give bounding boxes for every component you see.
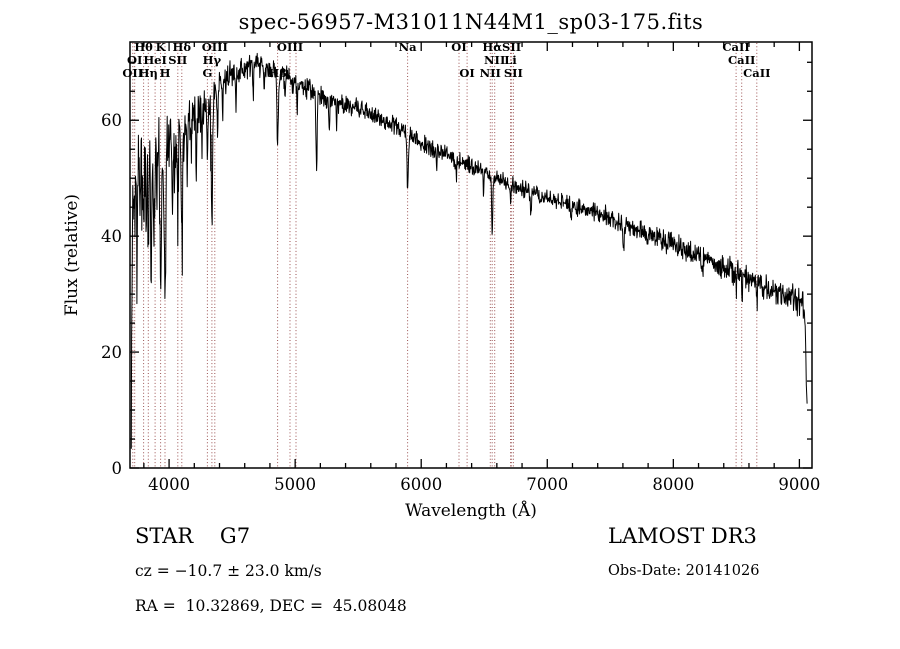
line-marker-label: OII: [122, 66, 143, 80]
line-marker-label: Hγ: [203, 53, 222, 67]
line-marker-label: CaII: [722, 40, 749, 54]
y-tick-label: 0: [112, 459, 123, 478]
x-tick-label: 8000: [652, 475, 694, 494]
line-marker-label: H: [160, 66, 171, 80]
cz-velocity-label: cz = −10.7 ± 23.0 km/s: [135, 562, 322, 580]
y-tick-label: 40: [101, 227, 122, 246]
line-marker-label: NII: [480, 66, 501, 80]
line-marker-label: HeI: [143, 53, 167, 67]
ra-dec-label: RA = 10.32869, DEC = 45.08048: [135, 597, 407, 615]
line-marker-label: OI: [127, 53, 142, 67]
line-marker-label: SII: [502, 40, 521, 54]
line-marker-label: Hθ: [134, 40, 153, 54]
survey-name-label: LAMOST DR3: [608, 524, 757, 548]
plot-frame: [129, 41, 813, 469]
line-marker-label: Li: [504, 53, 517, 67]
line-marker-label: OIII: [277, 40, 303, 54]
x-tick-label: 6000: [400, 475, 442, 494]
line-marker-label: SII: [168, 53, 187, 67]
line-marker-label: NII: [484, 53, 505, 67]
line-marker-label: Na: [399, 40, 418, 54]
line-marker-label: K: [156, 40, 167, 54]
plot-title: spec-56957-M31011N44M1_sp03-175.fits: [238, 10, 704, 34]
object-type-label: STAR G7: [135, 524, 251, 548]
line-marker-label: OI: [459, 66, 474, 80]
line-marker-label: G: [202, 66, 212, 80]
x-tick-label: 5000: [274, 475, 316, 494]
line-marker-label: SII: [504, 66, 523, 80]
spectrum-line: [130, 52, 808, 449]
y-tick-label: 20: [101, 343, 122, 362]
line-marker-label: Hδ: [173, 40, 192, 54]
y-tick-label: 60: [101, 111, 122, 130]
line-marker-label: Hα: [482, 40, 502, 54]
x-tick-label: 4000: [148, 475, 190, 494]
obs-date-label: Obs-Date: 20141026: [608, 563, 760, 579]
line-marker-label: OI: [451, 40, 466, 54]
x-axis-label: Wavelength (Å): [405, 501, 537, 521]
y-axis-label: Flux (relative): [62, 193, 82, 317]
line-marker-label: CaII: [743, 66, 770, 80]
x-tick-label: 9000: [778, 475, 820, 494]
line-marker-label: OIII: [202, 40, 228, 54]
line-marker-label: Hη: [139, 66, 158, 80]
line-marker-label: CaII: [728, 53, 755, 67]
x-tick-label: 7000: [526, 475, 568, 494]
